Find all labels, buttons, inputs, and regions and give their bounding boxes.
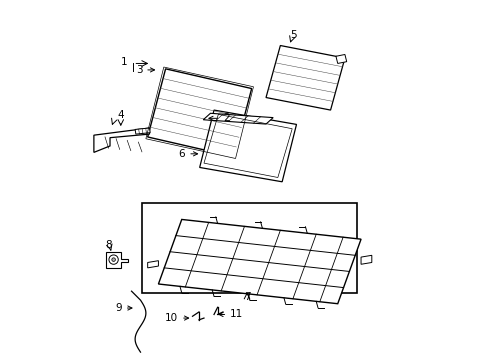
Polygon shape — [135, 128, 150, 134]
Polygon shape — [360, 255, 371, 264]
Text: 8: 8 — [105, 239, 111, 249]
Text: 3: 3 — [135, 65, 154, 75]
Polygon shape — [147, 69, 251, 157]
Polygon shape — [94, 128, 149, 152]
Text: 11: 11 — [219, 310, 243, 319]
Polygon shape — [335, 54, 346, 63]
Text: 5: 5 — [290, 30, 297, 40]
Polygon shape — [199, 110, 296, 182]
Polygon shape — [158, 220, 360, 304]
Text: 10: 10 — [164, 313, 188, 323]
Circle shape — [109, 255, 118, 264]
Text: 7: 7 — [243, 292, 250, 302]
Bar — [142, 203, 357, 293]
Text: 9: 9 — [115, 303, 132, 313]
Polygon shape — [147, 261, 158, 268]
Text: 2: 2 — [208, 113, 229, 123]
Circle shape — [112, 258, 115, 261]
Polygon shape — [265, 45, 344, 110]
Polygon shape — [106, 252, 128, 268]
Polygon shape — [203, 113, 273, 124]
Text: 1: 1 — [121, 57, 127, 67]
Text: 6: 6 — [178, 149, 197, 159]
Text: 4: 4 — [117, 111, 124, 121]
